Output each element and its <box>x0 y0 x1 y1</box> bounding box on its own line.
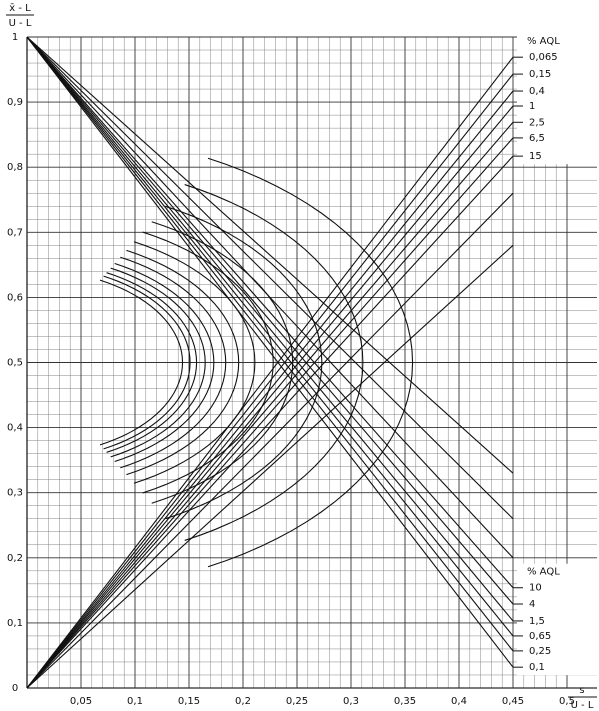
y-tick-label: 0,4 <box>7 423 23 434</box>
acceptance-arc <box>120 256 227 469</box>
y-tick-label: 1 <box>12 32 18 43</box>
aql-label: 2,5 <box>529 117 545 128</box>
aql-label: 6,5 <box>529 133 545 144</box>
aql-line <box>26 244 514 689</box>
aql-line <box>26 36 514 652</box>
aql-line <box>26 90 514 689</box>
aql-line <box>26 192 514 689</box>
y-tick-label: 0,7 <box>7 227 23 238</box>
x-tick-label: 0,45 <box>502 696 524 707</box>
x-label-numerator: s <box>579 685 584 696</box>
x-tick-label: 0,05 <box>70 696 92 707</box>
aql-title: % AQL <box>527 567 560 578</box>
x-tick-label: 0,2 <box>235 696 251 707</box>
aql-line <box>26 121 514 689</box>
aql-line <box>26 105 514 689</box>
acceptance-arc <box>114 262 215 463</box>
y-tick-label: 0,5 <box>7 358 23 369</box>
y-tick-label: 0,8 <box>7 162 23 173</box>
y-label-numerator: x̄ - L <box>9 3 31 14</box>
aql-label: 1,5 <box>529 616 545 627</box>
aql-line <box>26 36 514 589</box>
aql-line <box>26 73 514 689</box>
aql-label: 0,65 <box>529 631 551 642</box>
x-tick-label: 0,1 <box>127 696 143 707</box>
acceptance-arc <box>133 241 256 484</box>
aql-line <box>26 137 514 689</box>
acceptance-arc <box>165 205 323 520</box>
label-panel <box>517 563 599 676</box>
acceptance-arc <box>207 157 414 568</box>
y-tick-label: 0,6 <box>7 292 23 303</box>
x-tick-label: 0,5 <box>559 696 575 707</box>
aql-title: % AQL <box>527 36 560 47</box>
acceptance-arc <box>151 221 294 504</box>
aql-line <box>26 56 514 689</box>
y-label-denominator: U - L <box>9 18 32 29</box>
aql-label: 10 <box>529 583 542 594</box>
acceptance-arc <box>126 249 240 476</box>
aql-label: 1 <box>529 101 535 112</box>
y-tick-label: 0 <box>12 683 18 694</box>
y-tick-label: 0,2 <box>7 553 23 564</box>
x-tick-label: 0,15 <box>178 696 200 707</box>
aql-line <box>26 36 514 622</box>
aql-label: 0,065 <box>529 52 558 63</box>
aql-line <box>26 36 514 605</box>
acceptance-arc <box>142 231 274 494</box>
acceptance-arc <box>99 279 184 446</box>
label-panel <box>517 33 599 165</box>
aql-line <box>26 155 514 689</box>
acceptance-arc <box>103 275 191 450</box>
aql-label: 0,1 <box>529 662 545 673</box>
aql-line <box>26 36 514 474</box>
x-tick-label: 0,25 <box>286 696 308 707</box>
aql-label: 0,4 <box>529 86 545 97</box>
x-tick-label: 0,4 <box>451 696 467 707</box>
y-tick-label: 0,3 <box>7 488 23 499</box>
x-tick-label: 0,3 <box>343 696 359 707</box>
marks <box>26 36 514 689</box>
acceptance-arc <box>106 272 198 453</box>
y-tick-label: 0,9 <box>7 97 23 108</box>
aql-label: 0,25 <box>529 646 551 657</box>
aql-label: 4 <box>529 599 535 610</box>
aql-line <box>26 36 514 520</box>
aql-line <box>26 36 514 668</box>
x-tick-label: 0,35 <box>394 696 416 707</box>
acceptance-arc <box>110 267 206 458</box>
y-tick-label: 0,1 <box>7 618 23 629</box>
x-label-denominator: U - L <box>571 700 594 711</box>
acceptance-arc <box>184 184 364 541</box>
labels: 0,05 0,1 0,15 0,2 0,25 0,3 0,35 0,4 0,45 0,5 0 0,1 0… <box>7 32 599 707</box>
aql-line <box>26 36 514 637</box>
aql-label: 0,15 <box>529 69 551 80</box>
aql-label: 15 <box>529 151 542 162</box>
